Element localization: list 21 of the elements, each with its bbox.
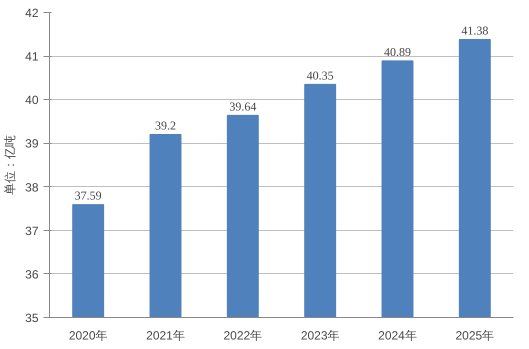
y-axis-title: 单位：亿吨 bbox=[3, 135, 18, 195]
x-tick-label: 2021年 bbox=[146, 328, 185, 342]
y-tick-label: 37 bbox=[25, 224, 39, 238]
x-tick-label: 2022年 bbox=[223, 328, 262, 342]
data-label: 40.89 bbox=[384, 44, 411, 59]
data-label: 40.35 bbox=[306, 68, 334, 82]
y-tick-label: 41 bbox=[25, 50, 39, 64]
y-tick-label: 39 bbox=[25, 136, 39, 151]
data-label: 41.38 bbox=[461, 24, 488, 38]
x-tick-label: 2025年 bbox=[455, 328, 494, 342]
y-tick-label: 42 bbox=[25, 6, 39, 20]
x-tick-label: 2020年 bbox=[68, 328, 108, 342]
y-tick-label: 35 bbox=[25, 311, 39, 325]
data-label: 39.2 bbox=[155, 118, 176, 132]
data-label: 37.59 bbox=[74, 188, 102, 203]
x-tick-label: 2024年 bbox=[378, 328, 417, 342]
y-tick-label: 36 bbox=[25, 267, 39, 282]
y-tick-label: 40 bbox=[25, 93, 39, 108]
x-tick-label: 2023年 bbox=[300, 328, 340, 342]
data-label: 39.64 bbox=[229, 99, 256, 114]
y-tick-label: 38 bbox=[25, 180, 39, 194]
